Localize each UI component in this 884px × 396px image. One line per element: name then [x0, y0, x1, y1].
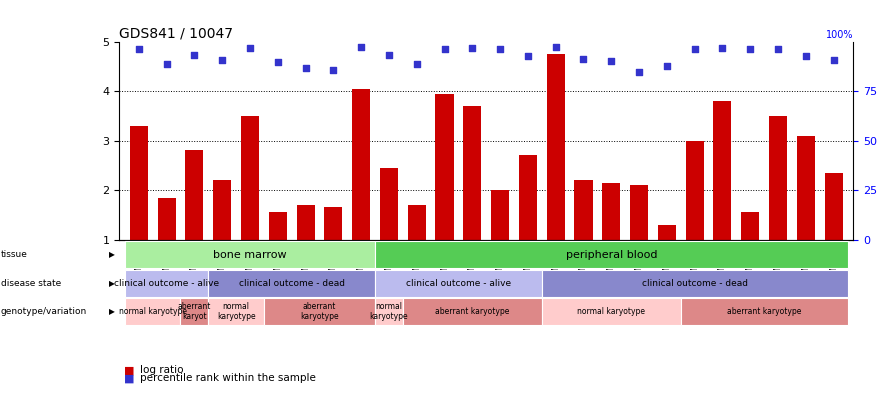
- Text: aberrant karyotype: aberrant karyotype: [727, 307, 801, 316]
- Text: genotype/variation: genotype/variation: [1, 307, 88, 316]
- Point: [743, 46, 758, 52]
- Bar: [546, 54, 565, 240]
- Point: [382, 52, 396, 59]
- Text: ▶: ▶: [110, 250, 115, 259]
- Text: peripheral blood: peripheral blood: [566, 249, 657, 260]
- Text: aberrant
karyot: aberrant karyot: [178, 302, 211, 321]
- Point: [465, 44, 479, 51]
- Text: aberrant
karyotype: aberrant karyotype: [301, 302, 339, 321]
- Point: [409, 61, 423, 67]
- Text: 100%: 100%: [826, 30, 853, 40]
- Bar: [269, 212, 286, 240]
- Bar: [324, 208, 342, 240]
- Point: [438, 46, 452, 52]
- Point: [827, 57, 841, 63]
- Bar: [630, 185, 648, 240]
- Text: ■: ■: [124, 373, 134, 383]
- Text: bone marrow: bone marrow: [213, 249, 286, 260]
- Bar: [796, 135, 815, 240]
- Point: [632, 69, 646, 75]
- Bar: [713, 101, 731, 240]
- Text: ▶: ▶: [110, 279, 115, 287]
- Bar: [186, 150, 203, 240]
- Text: aberrant karyotype: aberrant karyotype: [435, 307, 509, 316]
- Bar: [296, 205, 315, 240]
- Text: normal
karyotype: normal karyotype: [370, 302, 408, 321]
- Bar: [602, 183, 621, 240]
- Text: disease state: disease state: [1, 279, 61, 287]
- Text: normal
karyotype: normal karyotype: [217, 302, 255, 321]
- Bar: [352, 89, 370, 240]
- Point: [159, 61, 173, 67]
- Bar: [769, 116, 787, 240]
- Text: clinical outcome - alive: clinical outcome - alive: [406, 279, 511, 287]
- Point: [326, 67, 340, 73]
- Bar: [575, 180, 592, 240]
- Point: [354, 43, 369, 50]
- Point: [659, 63, 674, 69]
- Text: ■: ■: [124, 365, 134, 375]
- Point: [215, 57, 229, 63]
- Bar: [741, 212, 759, 240]
- Text: GDS841 / 10047: GDS841 / 10047: [119, 27, 233, 40]
- Point: [799, 53, 813, 59]
- Text: clinical outcome - dead: clinical outcome - dead: [239, 279, 345, 287]
- Text: clinical outcome - alive: clinical outcome - alive: [114, 279, 219, 287]
- Point: [521, 53, 535, 59]
- Text: percentile rank within the sample: percentile rank within the sample: [140, 373, 316, 383]
- Bar: [658, 225, 676, 240]
- Point: [715, 44, 729, 51]
- Bar: [436, 93, 453, 240]
- Text: tissue: tissue: [1, 250, 27, 259]
- Text: clinical outcome - dead: clinical outcome - dead: [642, 279, 748, 287]
- Bar: [519, 155, 537, 240]
- Bar: [157, 198, 176, 240]
- Point: [243, 44, 257, 51]
- Bar: [380, 168, 398, 240]
- Bar: [408, 205, 426, 240]
- Bar: [492, 190, 509, 240]
- Bar: [213, 180, 232, 240]
- Point: [271, 59, 285, 65]
- Point: [187, 52, 202, 59]
- Point: [493, 46, 507, 52]
- Bar: [686, 141, 704, 240]
- Bar: [463, 106, 481, 240]
- Bar: [241, 116, 259, 240]
- Point: [576, 56, 591, 62]
- Point: [299, 65, 313, 71]
- Bar: [130, 126, 148, 240]
- Point: [549, 43, 563, 50]
- Text: normal karyotype: normal karyotype: [118, 307, 187, 316]
- Point: [132, 46, 146, 52]
- Bar: [825, 173, 842, 240]
- Text: ▶: ▶: [110, 307, 115, 316]
- Point: [688, 46, 702, 52]
- Point: [771, 46, 785, 52]
- Text: log ratio: log ratio: [140, 365, 183, 375]
- Text: normal karyotype: normal karyotype: [577, 307, 645, 316]
- Point: [604, 58, 618, 65]
